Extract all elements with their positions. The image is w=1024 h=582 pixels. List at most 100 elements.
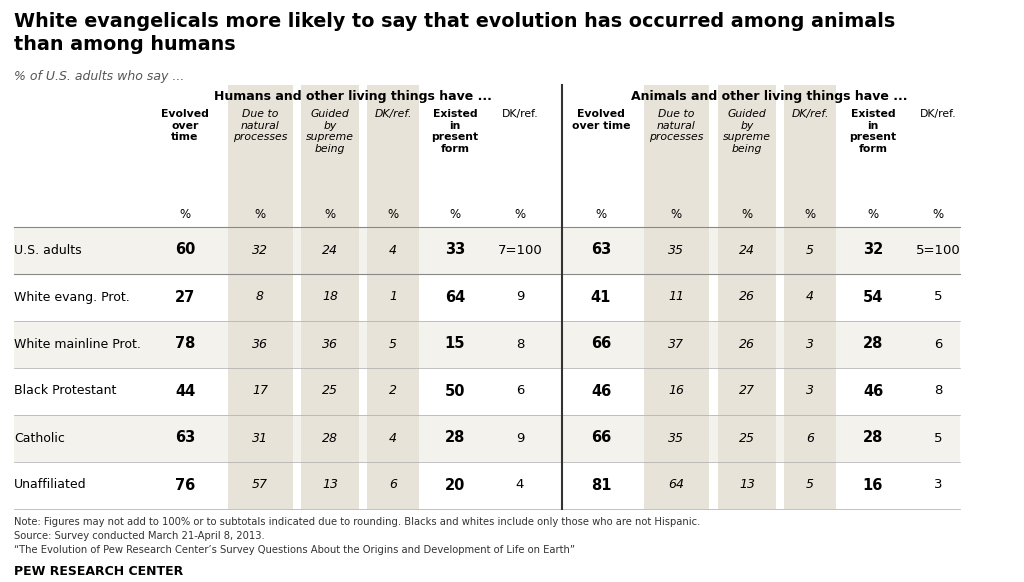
Text: %: % [671, 208, 682, 221]
Text: 5: 5 [806, 243, 814, 257]
Text: 50: 50 [444, 384, 465, 399]
Text: 4: 4 [389, 243, 397, 257]
Text: 18: 18 [322, 290, 338, 303]
Text: 24: 24 [739, 243, 755, 257]
Text: Evolved
over
time: Evolved over time [161, 109, 209, 142]
Text: %: % [867, 208, 879, 221]
Text: Due to
natural
processes: Due to natural processes [232, 109, 287, 142]
Text: Catholic: Catholic [14, 431, 65, 445]
Text: 16: 16 [863, 477, 883, 492]
Text: 26: 26 [739, 290, 755, 303]
Text: 31: 31 [252, 431, 268, 445]
Text: White evangelicals more likely to say that evolution has occurred among animals
: White evangelicals more likely to say th… [14, 12, 895, 54]
Text: DK/ref.: DK/ref. [920, 109, 956, 119]
Text: % of U.S. adults who say ...: % of U.S. adults who say ... [14, 70, 184, 83]
Text: %: % [595, 208, 606, 221]
Bar [14, 321, 961, 368]
Text: 66: 66 [591, 431, 611, 445]
Text: 2: 2 [389, 385, 397, 398]
Bar [14, 415, 961, 462]
Text: Humans and other living things have ...: Humans and other living things have ... [214, 90, 492, 103]
Text: %: % [325, 208, 336, 221]
Text: %: % [805, 208, 815, 221]
Text: Source: Survey conducted March 21-April 8, 2013.: Source: Survey conducted March 21-April … [14, 531, 265, 541]
Text: 5: 5 [934, 290, 942, 303]
Text: 5: 5 [806, 478, 814, 492]
Text: 28: 28 [863, 336, 883, 352]
Bar [301, 85, 359, 509]
Text: 7=100: 7=100 [498, 243, 543, 257]
Text: 13: 13 [322, 478, 338, 492]
Text: 9: 9 [516, 431, 524, 445]
Text: 15: 15 [444, 336, 465, 352]
Text: %: % [514, 208, 525, 221]
Bar [644, 85, 709, 509]
Text: 63: 63 [591, 243, 611, 257]
Bar [784, 85, 836, 509]
Text: 32: 32 [863, 243, 883, 257]
Text: 1: 1 [389, 290, 397, 303]
Text: 5: 5 [389, 338, 397, 350]
Text: 8: 8 [934, 385, 942, 398]
Text: 44: 44 [175, 384, 196, 399]
Text: 4: 4 [516, 478, 524, 492]
Text: 60: 60 [175, 243, 196, 257]
Text: Existed
in
present
form: Existed in present form [850, 109, 897, 154]
Text: 6: 6 [516, 385, 524, 398]
Text: 3: 3 [806, 385, 814, 398]
Bar [367, 85, 419, 509]
Text: DK/ref.: DK/ref. [792, 109, 828, 119]
Text: 5=100: 5=100 [915, 243, 961, 257]
Text: Black Protestant: Black Protestant [14, 385, 117, 398]
Text: 46: 46 [591, 384, 611, 399]
Text: Evolved
over time: Evolved over time [571, 109, 630, 130]
Bar [14, 227, 961, 274]
Text: %: % [450, 208, 461, 221]
Text: 13: 13 [739, 478, 755, 492]
Text: 37: 37 [668, 338, 684, 350]
Text: %: % [741, 208, 753, 221]
Text: 57: 57 [252, 478, 268, 492]
Text: 76: 76 [175, 477, 196, 492]
Text: 24: 24 [322, 243, 338, 257]
Text: 54: 54 [863, 289, 883, 304]
Text: DK/ref.: DK/ref. [502, 109, 539, 119]
Bar [228, 85, 293, 509]
Text: 16: 16 [668, 385, 684, 398]
Text: 64: 64 [444, 289, 465, 304]
Text: 32: 32 [252, 243, 268, 257]
Text: Guided
by
supreme
being: Guided by supreme being [306, 109, 354, 154]
Text: DK/ref.: DK/ref. [374, 109, 412, 119]
Text: %: % [179, 208, 190, 221]
Text: PEW RESEARCH CENTER: PEW RESEARCH CENTER [14, 565, 183, 578]
Text: 27: 27 [739, 385, 755, 398]
Text: 35: 35 [668, 243, 684, 257]
Text: White evang. Prot.: White evang. Prot. [14, 290, 130, 303]
Text: 8: 8 [256, 290, 264, 303]
Text: 26: 26 [739, 338, 755, 350]
Text: 28: 28 [322, 431, 338, 445]
Text: 28: 28 [444, 431, 465, 445]
Text: 25: 25 [322, 385, 338, 398]
Text: 17: 17 [252, 385, 268, 398]
Text: 5: 5 [934, 431, 942, 445]
Text: 36: 36 [322, 338, 338, 350]
Text: Existed
in
present
form: Existed in present form [431, 109, 478, 154]
Text: 25: 25 [739, 431, 755, 445]
Text: White mainline Prot.: White mainline Prot. [14, 338, 141, 350]
Text: %: % [254, 208, 265, 221]
Text: Due to
natural
processes: Due to natural processes [649, 109, 703, 142]
Text: “The Evolution of Pew Research Center’s Survey Questions About the Origins and D: “The Evolution of Pew Research Center’s … [14, 545, 575, 555]
Text: 20: 20 [444, 477, 465, 492]
Text: %: % [387, 208, 398, 221]
Text: U.S. adults: U.S. adults [14, 243, 82, 257]
Text: 4: 4 [389, 431, 397, 445]
Text: 41: 41 [591, 289, 611, 304]
Text: Note: Figures may not add to 100% or to subtotals indicated due to rounding. Bla: Note: Figures may not add to 100% or to … [14, 517, 700, 527]
Text: 6: 6 [389, 478, 397, 492]
Text: 11: 11 [668, 290, 684, 303]
Text: Animals and other living things have ...: Animals and other living things have ... [631, 90, 907, 103]
Text: 64: 64 [668, 478, 684, 492]
Text: 63: 63 [175, 431, 196, 445]
Bar [718, 85, 776, 509]
